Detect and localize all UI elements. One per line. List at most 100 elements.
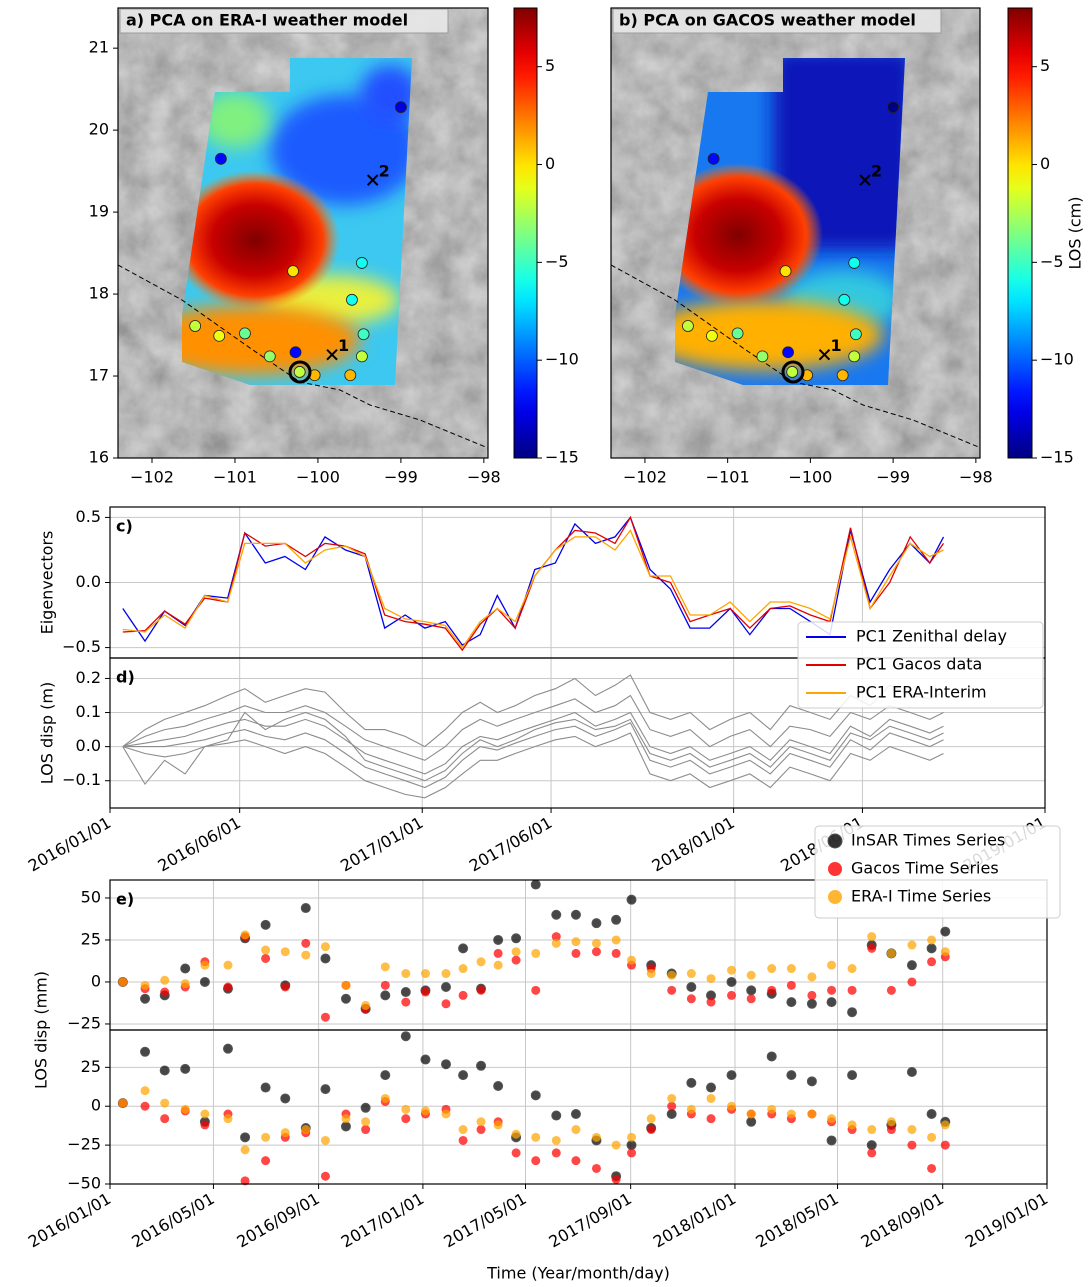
scatter-point [551,1110,562,1121]
scatter-point [940,1120,950,1130]
colorbar-tick-label: −10 [545,350,579,369]
scatter-point [420,1054,431,1065]
station [356,350,368,363]
map-area [611,8,980,458]
y-tick-label: −0.5 [62,637,101,656]
scatter-point [240,1176,250,1186]
scatter-point [727,1101,737,1111]
scatter-point [786,1070,797,1081]
series-line [122,694,944,761]
x-tick-label: 2018/01/01 [650,1189,739,1252]
station [287,265,299,278]
scatter-point [493,1120,503,1130]
y-tick-label: 19 [89,202,109,221]
scatter-point [476,957,486,967]
station [263,350,276,363]
scatter-point [440,1059,451,1070]
scatter-point [706,1082,717,1093]
scatter-point [627,1132,637,1142]
x-tick-label: −100 [788,468,832,487]
scatter-point [746,1109,756,1119]
scatter-point [240,1132,251,1143]
y-tick-label: 0 [91,1096,101,1115]
scatter-point [706,974,716,984]
title-box [612,8,942,34]
scatter-point [591,938,601,948]
scatter-point [160,1098,170,1108]
cross-marker [859,174,871,186]
y-tick-label: 50 [81,887,101,906]
scatter-point [260,1082,271,1093]
scatter-point [458,1070,469,1081]
scatter-point [611,914,622,925]
map-area [118,8,488,458]
scatter-point [666,1109,677,1119]
scatter-point [686,981,697,992]
scatter-point [140,1086,150,1096]
scatter-point [627,1148,637,1158]
scatter-point [907,1125,917,1135]
scatter-point [223,1114,233,1124]
legend-swatch [827,833,843,849]
scatter-point [646,969,656,979]
scatter-point [726,1070,737,1081]
scatter-point [493,1081,504,1091]
scatter-point [531,985,541,995]
scatter-point [320,953,331,964]
scatter-point [511,1129,521,1139]
scatter-point [827,985,837,995]
x-tick-label: 2016/09/01 [233,1189,322,1252]
scatter-point [261,1156,271,1166]
scatter-point [420,969,430,979]
highlight-ring [781,360,805,384]
scatter-point [380,990,391,1001]
station [356,257,368,269]
x-tick-label: 2017/05/01 [440,1189,529,1252]
scatter-point [886,1117,896,1127]
station [887,101,900,114]
scatter-point [611,935,621,945]
legend-box [797,621,1044,709]
scatter-point [240,930,250,940]
station [707,152,720,165]
scatter-point [530,1090,541,1101]
scatter-point [847,1007,858,1018]
x-tick-label: 2018/01/01 [649,813,738,876]
scatter-point [380,1070,391,1081]
x-tick-label: −101 [706,468,750,487]
scatter-point [826,997,837,1008]
scatter-point [927,1132,937,1142]
scatter-point [886,1125,896,1135]
scatter-point [140,1101,150,1111]
scatter-point [706,1093,716,1103]
colorbar-tick-label: 0 [1040,154,1050,173]
scatter-point [867,1125,877,1135]
station [344,369,357,382]
scatter-point [570,1109,581,1119]
scatter-point [458,1135,468,1145]
scatter-point [551,1135,561,1145]
scatter-point [746,970,756,980]
scatter-point [400,1031,411,1042]
station [293,366,306,378]
station [682,320,694,332]
scatter-point [260,919,271,930]
legend-label: PC1 Zenithal delay [856,627,1007,646]
scatter-point [906,1067,917,1077]
raster-patch [200,92,270,148]
scatter-point [686,994,696,1004]
scatter-point [160,1114,170,1124]
scatter-point [807,1109,817,1119]
scatter-point [907,977,917,987]
x-tick-label: −100 [296,468,340,487]
scatter-point [767,964,777,974]
scatter-point [380,1093,390,1103]
scatter-point [280,1093,291,1104]
scatter-point [746,985,757,996]
scatter-point [611,1140,621,1150]
scatter-point [340,1121,351,1132]
scatter-point [261,1132,271,1142]
scatter-point [441,969,451,979]
scatter-point [493,948,503,958]
scatter-point [571,948,581,958]
